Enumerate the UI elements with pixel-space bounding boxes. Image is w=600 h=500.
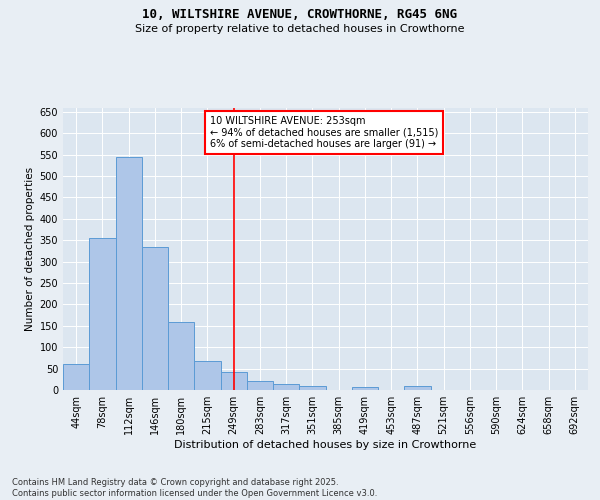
Bar <box>142 246 168 390</box>
Bar <box>273 384 299 390</box>
Bar <box>89 238 115 390</box>
Bar <box>63 364 89 390</box>
Bar <box>168 322 194 390</box>
Y-axis label: Number of detached properties: Number of detached properties <box>25 166 35 331</box>
Bar <box>194 361 221 390</box>
Bar <box>404 386 431 390</box>
Text: Contains HM Land Registry data © Crown copyright and database right 2025.
Contai: Contains HM Land Registry data © Crown c… <box>12 478 377 498</box>
Text: Size of property relative to detached houses in Crowthorne: Size of property relative to detached ho… <box>135 24 465 34</box>
Bar <box>352 386 378 390</box>
X-axis label: Distribution of detached houses by size in Crowthorne: Distribution of detached houses by size … <box>175 440 476 450</box>
Text: 10, WILTSHIRE AVENUE, CROWTHORNE, RG45 6NG: 10, WILTSHIRE AVENUE, CROWTHORNE, RG45 6… <box>143 8 458 20</box>
Text: 10 WILTSHIRE AVENUE: 253sqm
← 94% of detached houses are smaller (1,515)
6% of s: 10 WILTSHIRE AVENUE: 253sqm ← 94% of det… <box>210 116 439 149</box>
Bar <box>299 386 325 390</box>
Bar <box>221 372 247 390</box>
Bar <box>115 156 142 390</box>
Bar <box>247 380 273 390</box>
